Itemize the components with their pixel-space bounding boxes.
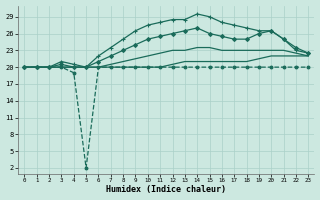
X-axis label: Humidex (Indice chaleur): Humidex (Indice chaleur) xyxy=(106,185,226,194)
